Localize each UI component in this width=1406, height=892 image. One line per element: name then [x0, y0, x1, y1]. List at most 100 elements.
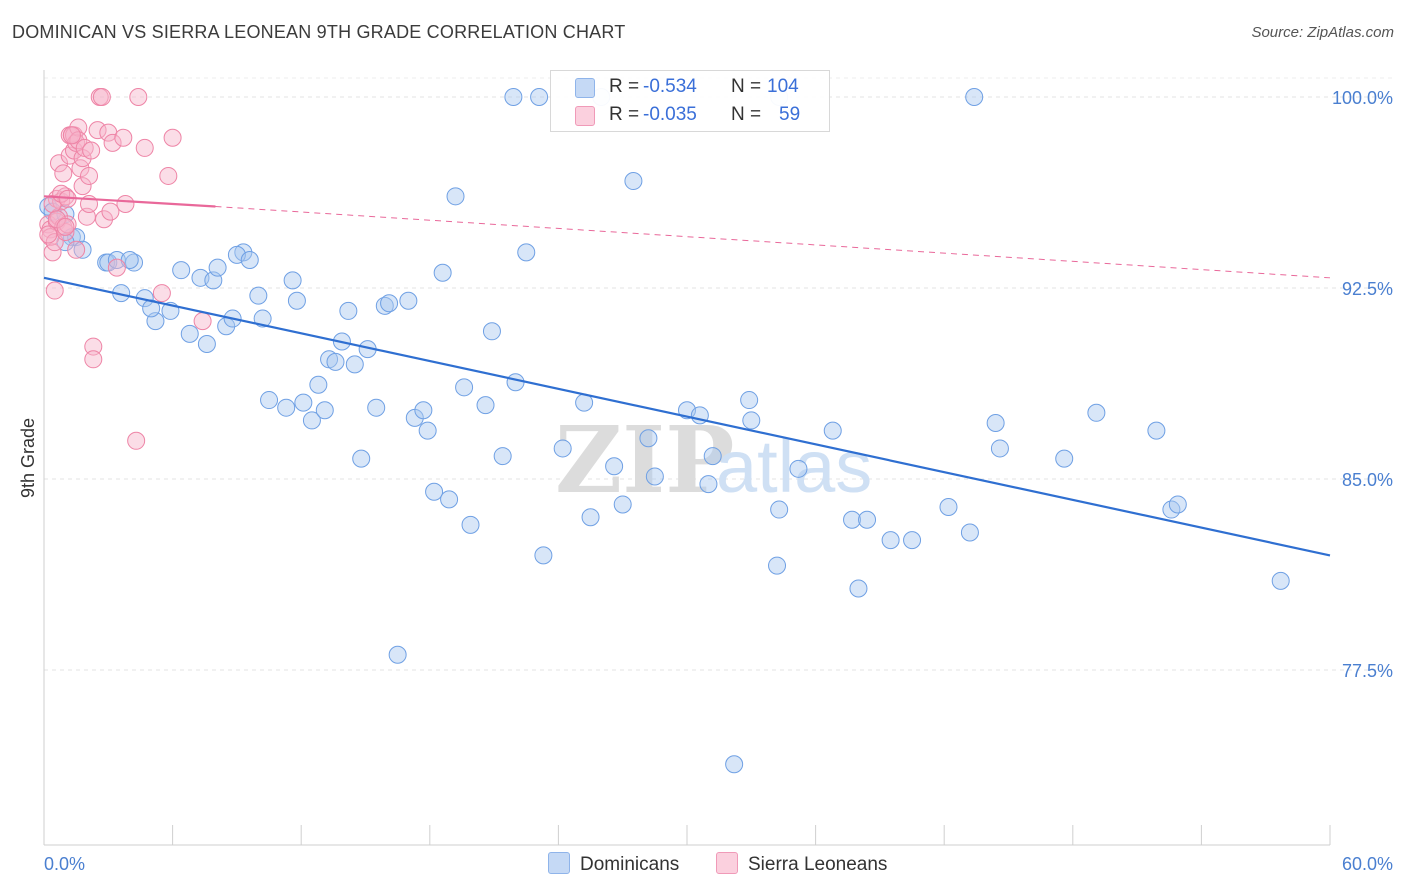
point-dominicans: [903, 531, 922, 550]
point-dominicans: [823, 421, 842, 440]
x-tick-label: 0.0%: [44, 854, 85, 874]
point-dominicans: [965, 88, 984, 106]
point-sierra-leoneans: [84, 350, 103, 369]
point-dominicans: [326, 352, 345, 371]
point-dominicans: [180, 324, 199, 343]
point-dominicans: [624, 172, 643, 191]
point-sierra-leoneans: [101, 202, 120, 221]
point-sierra-leoneans: [56, 222, 75, 241]
r-value: -0.534: [643, 76, 697, 97]
point-dominicans: [339, 301, 358, 320]
point-dominicans: [260, 391, 279, 410]
point-dominicans: [446, 187, 465, 206]
point-dominicans: [742, 411, 761, 430]
point-dominicans: [504, 88, 523, 106]
point-dominicans: [849, 579, 868, 598]
point-dominicans: [302, 411, 321, 430]
point-dominicans: [1147, 421, 1166, 440]
legend-swatch-pink: [716, 852, 738, 874]
point-dominicans: [414, 401, 433, 420]
point-sierra-leoneans: [92, 88, 111, 106]
point-dominicans: [843, 510, 862, 529]
point-dominicans: [789, 459, 808, 478]
point-dominicans: [699, 475, 718, 494]
point-dominicans: [367, 398, 386, 417]
trendline-sierra-leoneans: [43, 195, 216, 208]
series-legend-dominicans: Dominicans: [548, 852, 679, 876]
point-dominicans: [645, 467, 664, 486]
point-sierra-leoneans: [54, 164, 73, 183]
point-sierra-leoneans: [56, 217, 75, 236]
point-dominicans: [858, 510, 877, 529]
point-sierra-leoneans: [129, 88, 148, 106]
point-dominicans: [960, 523, 979, 542]
point-dominicans: [107, 250, 126, 269]
point-sierra-leoneans: [73, 177, 92, 196]
point-dominicans: [440, 490, 459, 509]
point-dominicans: [418, 421, 437, 440]
series-legend-sierra-leoneans: Sierra Leoneans: [716, 852, 887, 876]
point-dominicans: [345, 355, 364, 374]
point-dominicans: [1168, 495, 1187, 514]
point-dominicans: [613, 495, 632, 514]
point-dominicans: [287, 291, 306, 310]
point-dominicans: [506, 373, 525, 392]
point-sierra-leoneans: [116, 194, 135, 213]
point-dominicans: [352, 449, 371, 468]
point-dominicans: [493, 447, 512, 466]
point-sierra-leoneans: [39, 225, 58, 244]
r-value: -0.035: [643, 104, 697, 125]
point-dominicans: [1087, 403, 1106, 422]
point-sierra-leoneans: [163, 128, 182, 147]
y-tick-label: 92.5%: [1342, 279, 1393, 299]
point-sierra-leoneans: [69, 118, 88, 137]
x-tick-label: 60.0%: [1342, 854, 1393, 874]
y-tick-label: 77.5%: [1342, 661, 1393, 681]
point-sierra-leoneans: [58, 215, 77, 234]
point-sierra-leoneans: [80, 166, 99, 185]
y-axis-label: 9th Grade: [18, 418, 38, 498]
point-dominicans: [725, 755, 744, 774]
legend-swatch-pink: [575, 106, 595, 126]
point-sierra-leoneans: [107, 258, 126, 277]
point-sierra-leoneans: [193, 312, 212, 331]
n-label: N =: [731, 104, 762, 125]
point-dominicans: [517, 243, 536, 262]
point-dominicans: [388, 645, 407, 664]
n-label: N =: [731, 76, 762, 97]
point-sierra-leoneans: [50, 154, 69, 173]
point-dominicans: [581, 508, 600, 527]
point-sierra-leoneans: [45, 281, 64, 300]
r-label: R =: [609, 104, 640, 125]
trendline-dominicans: [43, 276, 1331, 557]
point-dominicans: [990, 439, 1009, 458]
point-dominicans: [240, 250, 259, 269]
point-dominicans: [309, 375, 328, 394]
point-sierra-leoneans: [95, 210, 114, 229]
point-dominicans: [399, 291, 418, 310]
n-value: 59: [779, 104, 801, 125]
point-dominicans: [277, 398, 296, 417]
point-sierra-leoneans: [88, 121, 107, 140]
point-dominicans: [639, 429, 658, 448]
point-sierra-leoneans: [127, 431, 146, 450]
n-value: 104: [767, 76, 799, 97]
point-dominicans: [249, 286, 268, 305]
point-dominicans: [530, 88, 549, 106]
point-dominicans: [294, 393, 313, 412]
point-dominicans: [939, 498, 958, 517]
point-dominicans: [380, 294, 399, 313]
point-sierra-leoneans: [152, 284, 171, 303]
point-dominicans: [1055, 449, 1074, 468]
point-sierra-leoneans: [67, 240, 86, 259]
point-dominicans: [768, 556, 787, 575]
legend-label: Dominicans: [580, 854, 680, 875]
point-dominicans: [197, 335, 216, 354]
point-dominicans: [703, 447, 722, 466]
legend-row-dominicans: R = -0.534 N = 104: [551, 73, 829, 101]
y-tick-label: 100.0%: [1332, 88, 1393, 108]
point-dominicans: [476, 396, 495, 415]
point-dominicans: [73, 240, 92, 259]
legend-row-sierra-leoneans: R = -0.035 N = 59: [551, 101, 829, 129]
point-dominicans: [315, 401, 334, 420]
